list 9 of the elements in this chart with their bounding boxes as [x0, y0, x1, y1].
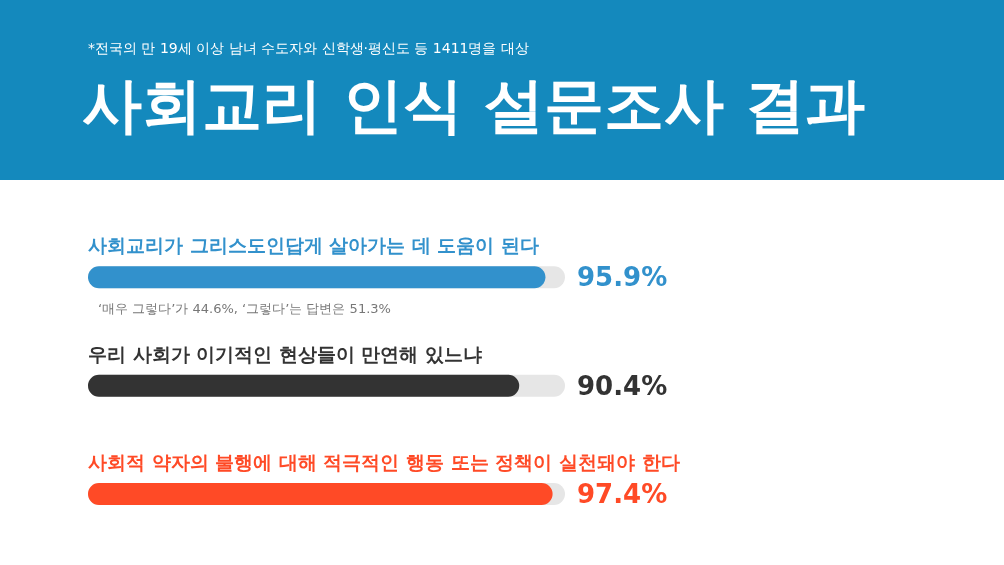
chart-subtitle: *전국의 만 19세 이상 남녀 수도자와 신학생·평신도 등 1411명을 대상: [88, 40, 529, 58]
data-label: 95.9%: [577, 262, 668, 293]
data-label: 97.4%: [577, 479, 668, 509]
y-tick-label: 사회적 약자의 불행에 대해 적극적인 행동 또는 정책이 실천돼야 한다: [88, 451, 680, 473]
y-tick-label: 우리 사회가 이기적인 현상들이 만연해 있느냐: [88, 342, 483, 365]
data-label: 90.4%: [577, 370, 668, 401]
annotation: ‘매우 그렇다’가 44.6%, ‘그렇다’는 답변은 51.3%: [98, 300, 391, 318]
y-tick-label: 사회교리가 그리스도인답게 살아가는 데 도움이 된다: [88, 234, 540, 257]
chart-title: 사회교리 인식 설문조사 결과: [82, 69, 865, 142]
